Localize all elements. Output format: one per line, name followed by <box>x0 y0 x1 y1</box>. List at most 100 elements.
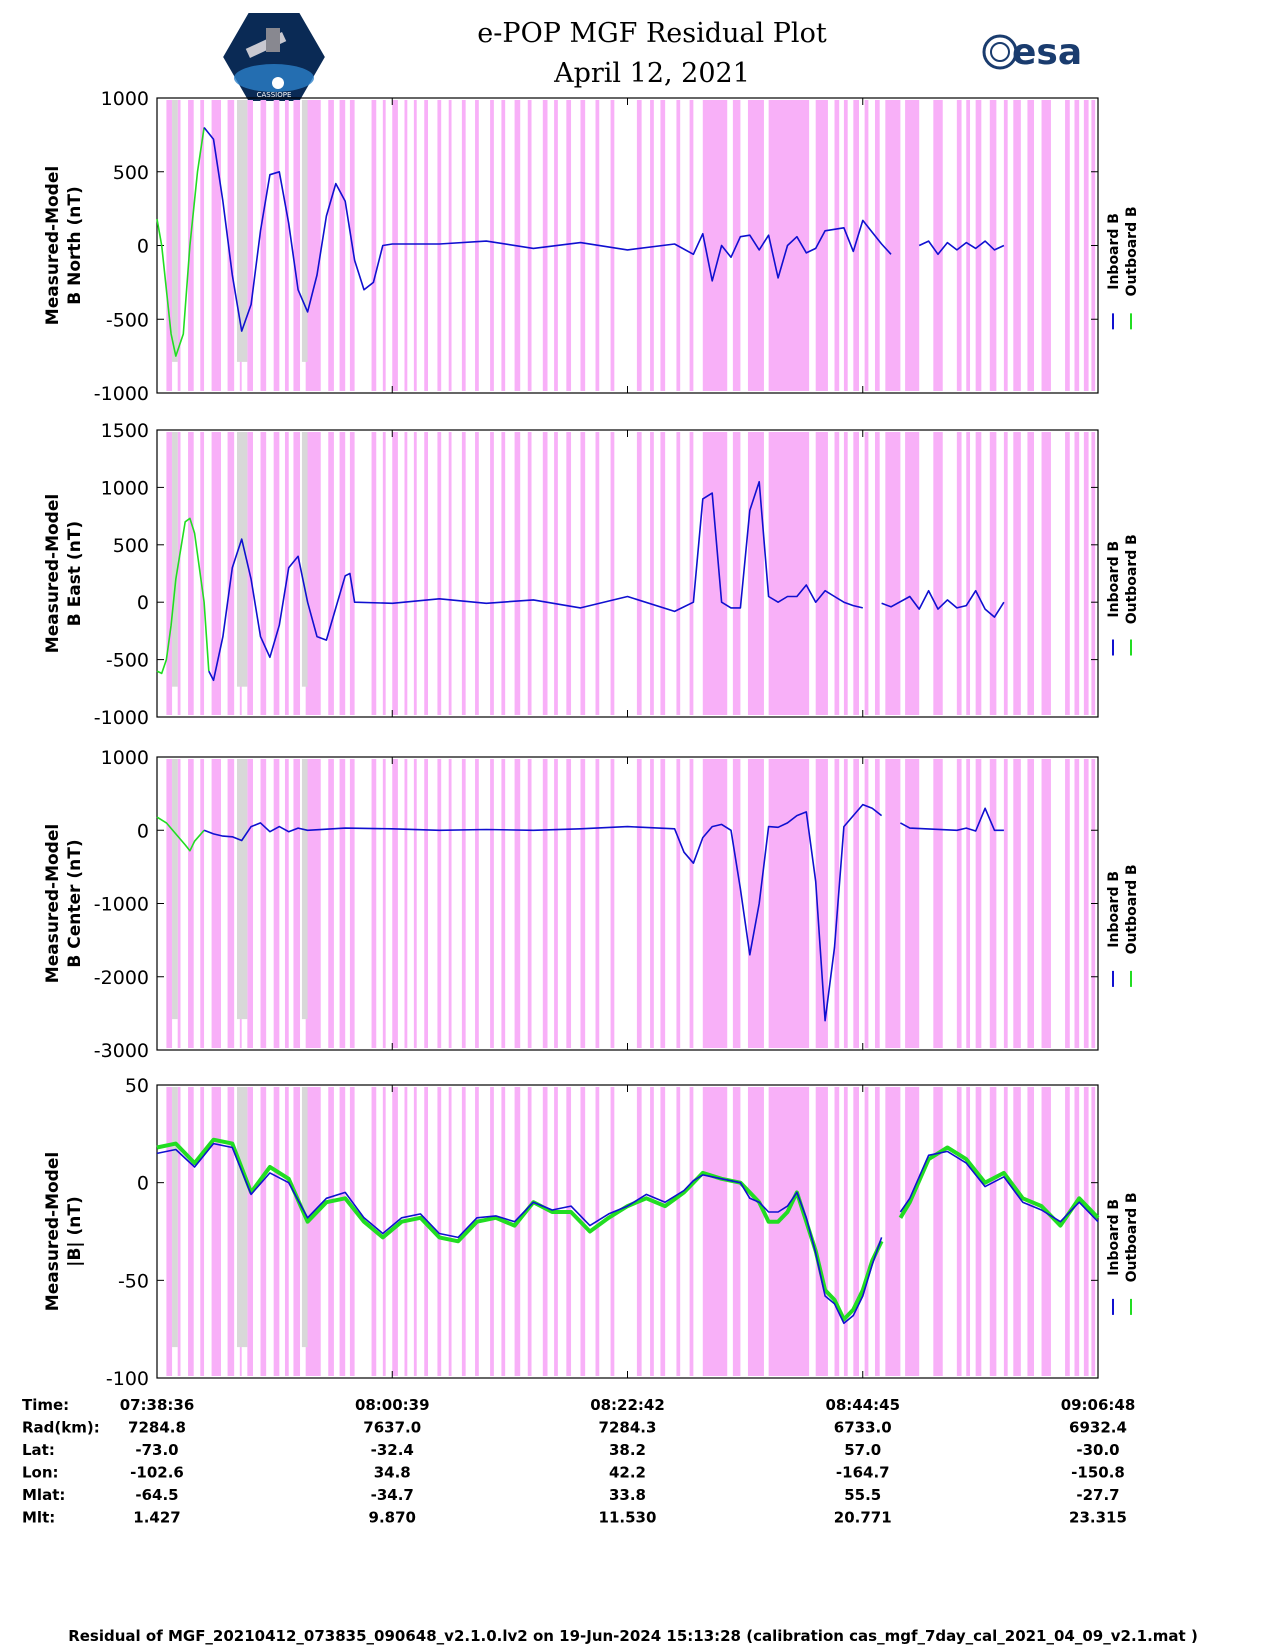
shade-band <box>404 759 408 1048</box>
shade-band <box>339 100 346 391</box>
y-tick-label: -100 <box>106 1368 149 1390</box>
shade-band <box>905 1087 920 1376</box>
x-table-cell: 42.2 <box>609 1464 646 1482</box>
shade-band <box>610 100 615 391</box>
x-table-cell: 20.771 <box>834 1509 892 1527</box>
shade-band <box>1091 432 1096 715</box>
y-axis-label-line2: |B| (nT) <box>65 1196 85 1267</box>
shade-band <box>843 432 848 715</box>
shade-band <box>461 759 466 1048</box>
gap-band <box>236 100 248 362</box>
shade-band <box>768 1087 810 1376</box>
shade-band <box>885 1087 901 1376</box>
y-tick-label: -500 <box>106 650 149 672</box>
shade-band <box>475 1087 479 1376</box>
legend-outboard-label: Outboard B <box>1124 1192 1140 1282</box>
shade-band <box>885 759 901 1048</box>
y-tick-label: 500 <box>113 162 149 184</box>
y-axis-label-line1: Measured-Model <box>43 824 63 983</box>
shade-band <box>1065 100 1070 391</box>
y-tick-label: 50 <box>125 1075 149 1097</box>
shade-band <box>676 432 681 715</box>
x-table-cell: 9.870 <box>369 1509 416 1527</box>
shade-band <box>853 759 859 1048</box>
shade-band <box>1041 100 1051 391</box>
shade-band <box>747 759 764 1048</box>
shade-band <box>610 432 615 715</box>
shade-band <box>392 759 398 1048</box>
shade-band <box>566 1087 572 1376</box>
x-axis-table: Time: Rad(km): Lat: Lon: Mlat: Mlt: 07:38:36 72… <box>22 1396 1135 1527</box>
shade-band <box>542 1087 548 1376</box>
x-table-cell: 6932.4 <box>1069 1419 1127 1437</box>
shade-band <box>305 100 321 391</box>
legend-outboard-label: Outboard B <box>1124 864 1140 954</box>
shade-band <box>461 100 466 391</box>
gap-band <box>236 1087 248 1348</box>
y-tick-label: 1500 <box>101 420 149 442</box>
shade-band <box>885 100 901 391</box>
series-line-outboard <box>156 517 210 675</box>
shade-band <box>514 759 521 1048</box>
shade-band <box>554 759 558 1048</box>
shade-band <box>260 759 267 1048</box>
shade-band <box>595 432 600 715</box>
y-tick-label: 1000 <box>101 747 149 769</box>
shade-band <box>1074 1087 1080 1376</box>
shade-band <box>514 432 521 715</box>
shade-band <box>1003 100 1008 391</box>
shade-band <box>702 432 728 715</box>
x-table-cell: -164.7 <box>836 1464 890 1482</box>
shade-band <box>247 759 253 1048</box>
shade-band <box>864 100 869 391</box>
shade-band <box>747 1087 764 1376</box>
shade-band <box>475 100 479 391</box>
shade-band <box>527 432 532 715</box>
y-tick-label: -500 <box>106 309 149 331</box>
shade-band <box>834 1087 840 1376</box>
shade-band <box>864 432 869 715</box>
x-table-cell: -30.0 <box>1076 1441 1119 1459</box>
shade-band <box>527 100 532 391</box>
shade-band <box>371 759 377 1048</box>
shade-band <box>864 759 869 1048</box>
shade-band <box>1065 759 1070 1048</box>
shade-band <box>284 1087 289 1376</box>
shade-band <box>1091 1087 1096 1376</box>
shade-band <box>676 759 681 1048</box>
x-table-cell: 11.530 <box>599 1509 657 1527</box>
shade-band <box>305 432 321 715</box>
shade-band <box>227 100 235 391</box>
legend-inboard-label: Inboard B <box>1106 541 1122 618</box>
shade-band <box>371 432 377 715</box>
shade-band <box>853 1087 859 1376</box>
x-table-cell: -73.0 <box>135 1441 178 1459</box>
x-row-label: Rad(km): <box>22 1419 100 1437</box>
shade-band <box>260 432 267 715</box>
y-tick-label: 1000 <box>101 88 149 110</box>
shade-band <box>501 759 506 1048</box>
shade-band <box>328 100 334 391</box>
shade-band <box>404 100 408 391</box>
shade-band <box>437 432 442 715</box>
shade-band <box>580 1087 586 1376</box>
shade-band <box>843 759 848 1048</box>
shade-band <box>956 759 962 1048</box>
shade-band <box>702 759 728 1048</box>
shade-band <box>542 759 548 1048</box>
shade-band <box>956 100 962 391</box>
y-tick-label: 0 <box>137 592 149 614</box>
shade-band <box>989 759 997 1048</box>
y-tick-label: -3000 <box>94 1040 149 1062</box>
series-line-outboard <box>156 127 205 357</box>
shade-band <box>732 759 741 1048</box>
shade-band <box>768 100 810 391</box>
shade-band <box>339 432 346 715</box>
y-tick-label: -2000 <box>94 967 149 989</box>
shade-band <box>834 100 840 391</box>
shade-band <box>293 100 301 391</box>
shade-band <box>305 1087 321 1376</box>
shade-band <box>566 432 572 715</box>
shade-band <box>475 432 479 715</box>
x-table-cell: 23.315 <box>1069 1509 1127 1527</box>
